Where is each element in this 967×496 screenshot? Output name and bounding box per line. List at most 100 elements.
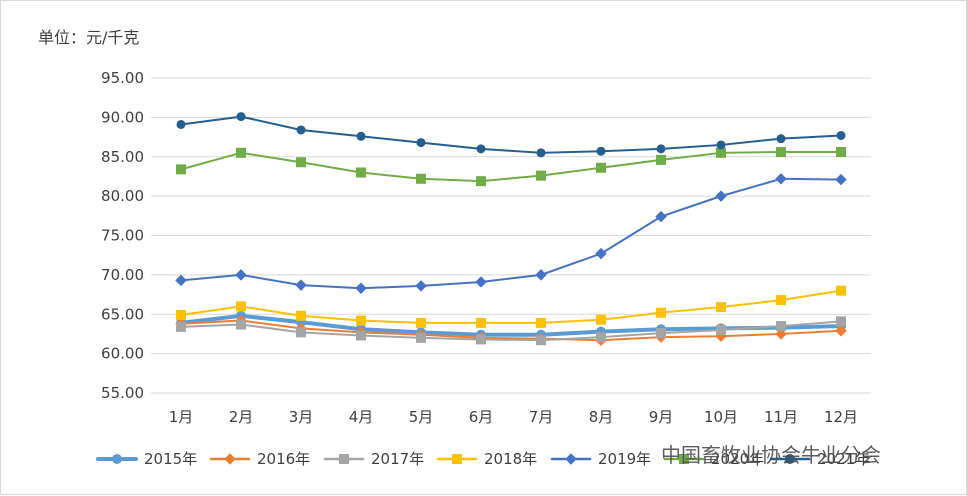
data-point <box>716 302 726 313</box>
series-2019年 <box>175 173 847 294</box>
data-point <box>236 112 246 122</box>
y-tick-label: 80.00 <box>101 187 144 205</box>
data-point <box>655 210 667 223</box>
data-point <box>656 307 666 318</box>
series-line <box>180 177 842 290</box>
legend-marker <box>679 454 689 464</box>
x-tick-label: 3月 <box>289 408 314 426</box>
series-2017年 <box>176 316 846 346</box>
watermark: 中国畜牧业协会牛业分会 <box>661 443 881 467</box>
series-line <box>180 320 842 342</box>
legend-item-2015年: 2015年 <box>96 450 197 468</box>
data-point <box>295 279 307 291</box>
legend-item-2016年: 2016年 <box>209 450 310 468</box>
data-point <box>776 134 786 144</box>
data-point <box>776 147 786 158</box>
data-point <box>536 170 546 181</box>
data-point <box>296 310 306 321</box>
data-point <box>236 319 246 330</box>
legend: 2015年 2016年 2017年 2018年 2019年 2020年 2021年 <box>96 450 870 468</box>
data-point <box>596 162 606 173</box>
legend-label: 2016年 <box>257 450 310 468</box>
x-tick-label: 7月 <box>529 408 554 426</box>
x-tick-label: 8月 <box>589 408 614 426</box>
legend-item-2019年: 2019年 <box>550 450 651 468</box>
series-line <box>179 313 843 337</box>
data-point <box>416 138 426 148</box>
x-tick-label: 6月 <box>469 408 494 426</box>
data-point <box>536 148 546 158</box>
y-tick-label: 60.00 <box>101 345 144 363</box>
x-tick-label: 9月 <box>649 408 674 426</box>
series-line <box>180 115 842 154</box>
data-point <box>656 144 666 154</box>
data-point <box>296 157 306 168</box>
data-point <box>836 285 846 296</box>
data-point <box>836 130 846 140</box>
series-2021年 <box>176 112 846 158</box>
series-line <box>180 319 842 342</box>
series-line <box>180 289 842 324</box>
data-point <box>176 310 186 321</box>
data-point <box>715 190 727 202</box>
legend-marker <box>565 453 577 465</box>
legend-marker <box>452 454 462 464</box>
y-tick-label: 75.00 <box>101 227 144 245</box>
y-tick-label: 55.00 <box>101 384 144 402</box>
data-point <box>596 146 606 156</box>
data-point <box>535 269 547 281</box>
legend-item-2020年: 2020年 <box>663 450 764 468</box>
data-point <box>776 295 786 306</box>
series-2020年 <box>176 147 846 187</box>
data-point <box>476 334 486 345</box>
data-point <box>596 314 606 325</box>
legend-label: 2017年 <box>371 450 424 468</box>
data-point <box>475 276 487 288</box>
data-point <box>596 332 606 343</box>
y-tick-label: 85.00 <box>101 148 144 166</box>
legend-item-2021年: 2021年 <box>769 450 870 468</box>
data-point <box>356 330 366 341</box>
series-line <box>180 151 842 183</box>
data-point <box>416 317 426 328</box>
data-point <box>836 147 846 158</box>
data-point <box>776 321 786 332</box>
axis-layer: 55.00 60.00 65.00 70.00 75.00 80.00 85.00 90.00… <box>101 69 858 426</box>
data-point <box>236 301 246 312</box>
data-point <box>176 119 186 129</box>
data-point <box>296 327 306 338</box>
data-point <box>716 325 726 335</box>
legend-label: 2019年 <box>598 450 651 468</box>
x-tick-label: 12月 <box>824 408 858 426</box>
data-point <box>656 328 666 339</box>
legend-marker <box>785 454 795 464</box>
data-point <box>656 154 666 165</box>
data-point <box>175 274 187 287</box>
y-tick-label: 90.00 <box>101 108 144 126</box>
grid-layer <box>151 77 871 394</box>
legend-marker <box>224 453 236 465</box>
y-tick-label: 65.00 <box>101 305 144 323</box>
legend-label: 2015年 <box>144 450 197 468</box>
data-point <box>476 176 486 187</box>
data-point <box>835 173 847 186</box>
legend-item-2017年: 2017年 <box>323 450 424 468</box>
x-tick-label: 4月 <box>349 408 374 426</box>
unit-label: 单位：元/千克 <box>38 28 139 47</box>
data-point <box>775 173 787 185</box>
data-point <box>356 131 366 141</box>
x-tick-label: 1月 <box>169 408 194 426</box>
legend-label: 2018年 <box>484 450 537 468</box>
data-point <box>356 167 366 178</box>
legend-marker <box>112 454 122 464</box>
data-point <box>236 147 246 158</box>
data-point <box>835 325 847 337</box>
data-point <box>176 321 186 332</box>
data-point <box>836 316 846 327</box>
data-point <box>415 280 427 292</box>
legend-item-2018年: 2018年 <box>436 450 537 468</box>
data-point <box>595 247 607 260</box>
series-layer <box>175 112 847 346</box>
